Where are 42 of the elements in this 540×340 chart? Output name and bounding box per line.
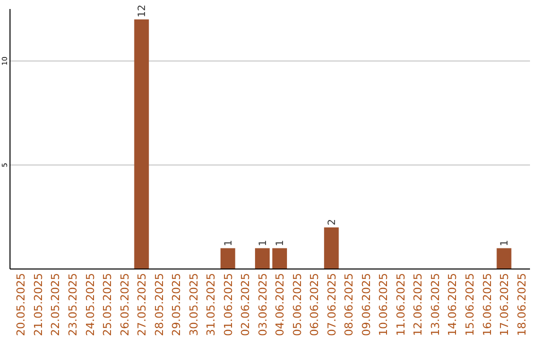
x-tick-label: 05.06.2025 [290,273,304,336]
x-tick-label: 13.06.2025 [428,273,442,336]
x-tick-label: 11.06.2025 [394,273,408,336]
x-tick-label: 23.05.2025 [66,273,80,336]
x-tick-label: 14.06.2025 [446,273,460,336]
bar [255,248,270,269]
x-tick-label: 02.06.2025 [239,273,252,336]
bar [496,248,512,269]
bar [272,248,287,269]
x-tick-label: 31.05.2025 [204,273,218,336]
data-label: 1 [275,240,286,246]
x-tick-label: 25.05.2025 [101,273,114,336]
x-tick-label: 08.06.2025 [342,273,356,336]
x-tick-label: 16.06.2025 [480,273,494,336]
data-label: 1 [223,240,234,246]
x-tick-label: 15.06.2025 [464,273,476,336]
data-label: 1 [500,240,511,246]
x-tick-label: 20.05.2025 [14,273,28,336]
x-tick-label: 27.05.2025 [136,273,149,336]
x-tick-label: 29.05.2025 [170,273,184,336]
x-tick-label: 07.06.2025 [325,273,338,336]
bar [134,19,149,269]
x-tick-label: 12.06.2025 [412,273,425,336]
bar [220,248,236,269]
bar [324,227,339,269]
x-tick-label: 04.06.2025 [274,273,287,336]
x-tick-label: 06.06.2025 [308,273,322,336]
x-tick-label: 21.05.2025 [32,273,45,336]
x-tick-label: 03.06.2025 [256,273,270,336]
x-tick-label: 18.06.2025 [515,273,528,336]
x-tick-label: 30.05.2025 [187,273,200,336]
x-tick-label: 28.05.2025 [152,273,166,336]
x-tick-label: 09.06.2025 [360,273,373,336]
data-label: 12 [137,4,148,18]
x-tick-label: 10.06.2025 [377,273,390,336]
x-tick-label: 22.05.2025 [49,273,62,336]
x-tick-label: 24.05.2025 [84,273,97,336]
x-tick-label: 17.06.2025 [498,273,512,336]
x-tick-label: 26.05.2025 [118,273,132,336]
x-tick-label: 01.06.2025 [222,273,235,336]
data-label: 1 [258,240,269,246]
data-label: 2 [326,219,338,226]
